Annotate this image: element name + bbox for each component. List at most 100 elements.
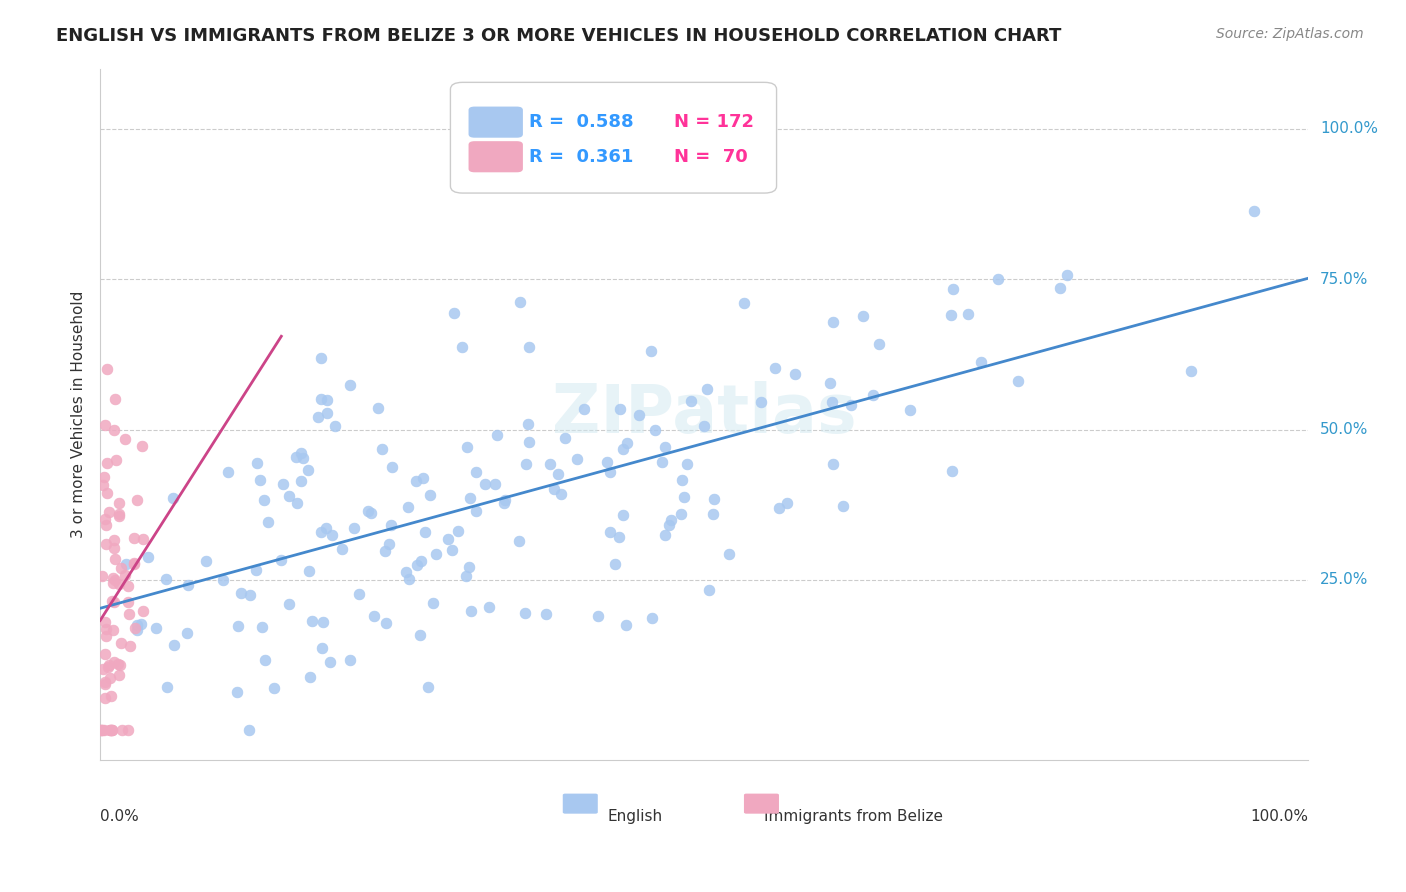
Point — [378, 537, 401, 551]
Point — [659, 513, 682, 527]
Point — [538, 457, 561, 471]
Point — [768, 500, 790, 515]
Point — [852, 309, 875, 323]
Point — [409, 628, 432, 642]
Point — [94, 647, 117, 661]
Point — [628, 408, 651, 422]
Point — [395, 565, 418, 579]
Point — [111, 723, 134, 738]
Point — [409, 554, 432, 568]
Point — [405, 474, 427, 488]
Point — [599, 524, 621, 539]
Point — [100, 723, 122, 738]
Point — [125, 617, 148, 632]
Point — [375, 615, 398, 630]
FancyBboxPatch shape — [468, 106, 523, 137]
Point — [132, 604, 155, 618]
Point — [250, 620, 273, 634]
Point — [465, 465, 488, 479]
Point — [676, 457, 699, 471]
Point — [103, 541, 125, 555]
Point — [443, 306, 465, 320]
Point — [494, 495, 516, 509]
Point — [839, 398, 862, 412]
Point — [450, 340, 472, 354]
Point — [108, 577, 131, 591]
Point — [94, 675, 117, 690]
Point — [939, 308, 962, 322]
Point — [114, 432, 136, 446]
Text: 50.0%: 50.0% — [1320, 422, 1368, 437]
Point — [129, 617, 152, 632]
Point — [1056, 268, 1078, 282]
Point — [456, 441, 478, 455]
Point — [515, 607, 537, 621]
Point — [371, 442, 394, 457]
Point — [98, 505, 121, 519]
Point — [124, 556, 146, 570]
Point — [212, 574, 235, 588]
Text: ENGLISH VS IMMIGRANTS FROM BELIZE 3 OR MORE VEHICLES IN HOUSEHOLD CORRELATION CH: ENGLISH VS IMMIGRANTS FROM BELIZE 3 OR M… — [56, 27, 1062, 45]
Point — [291, 450, 314, 465]
Point — [94, 511, 117, 525]
Point — [108, 508, 131, 523]
Point — [554, 432, 576, 446]
Text: Source: ZipAtlas.com: Source: ZipAtlas.com — [1216, 27, 1364, 41]
Point — [696, 382, 718, 396]
Point — [339, 653, 361, 667]
Point — [486, 428, 509, 442]
Point — [550, 487, 572, 501]
Point — [156, 680, 179, 694]
Point — [396, 500, 419, 515]
Point — [104, 573, 127, 587]
Point — [118, 639, 141, 653]
Point — [941, 465, 963, 479]
Point — [574, 401, 596, 416]
Point — [862, 388, 884, 402]
Point — [547, 467, 569, 481]
Text: R =  0.361: R = 0.361 — [529, 148, 633, 166]
Point — [360, 506, 382, 520]
Point — [107, 508, 129, 522]
Point — [290, 474, 312, 488]
Point — [91, 478, 114, 492]
Point — [456, 569, 478, 583]
Point — [94, 691, 117, 706]
Point — [343, 521, 366, 535]
Point — [654, 440, 676, 454]
Point — [101, 576, 124, 591]
Point — [616, 435, 638, 450]
Point — [163, 639, 186, 653]
Point — [419, 488, 441, 502]
Point — [654, 528, 676, 542]
Point — [245, 562, 267, 576]
Point — [114, 567, 136, 582]
Point — [679, 393, 702, 408]
Point — [658, 518, 681, 533]
Point — [311, 351, 333, 365]
Point — [733, 296, 755, 310]
Point — [107, 496, 129, 510]
Point — [103, 533, 125, 547]
Point — [565, 452, 588, 467]
Point — [693, 418, 716, 433]
Point — [297, 463, 319, 477]
Point — [124, 531, 146, 545]
Point — [311, 641, 333, 656]
Point — [484, 476, 506, 491]
Point — [94, 677, 117, 691]
Point — [315, 392, 337, 407]
Point — [702, 507, 724, 521]
Point — [1243, 204, 1265, 219]
Point — [823, 315, 845, 329]
Point — [91, 568, 114, 582]
Point — [1049, 281, 1071, 295]
Point — [125, 492, 148, 507]
FancyBboxPatch shape — [744, 794, 779, 814]
Point — [398, 572, 420, 586]
Point — [605, 557, 627, 571]
Point — [253, 653, 276, 667]
Point — [702, 491, 724, 506]
Point — [673, 490, 696, 504]
Point — [278, 597, 301, 611]
